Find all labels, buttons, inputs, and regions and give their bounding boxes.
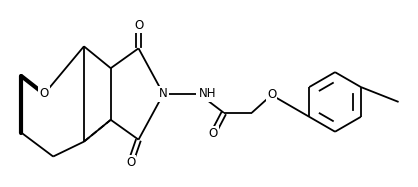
- Text: O: O: [208, 127, 218, 140]
- Text: O: O: [267, 88, 276, 102]
- Text: NH: NH: [199, 88, 217, 100]
- Text: O: O: [134, 19, 143, 32]
- Text: NH: NH: [199, 88, 217, 100]
- Text: O: O: [40, 88, 49, 100]
- Text: N: N: [159, 88, 168, 100]
- Text: O: O: [126, 156, 135, 169]
